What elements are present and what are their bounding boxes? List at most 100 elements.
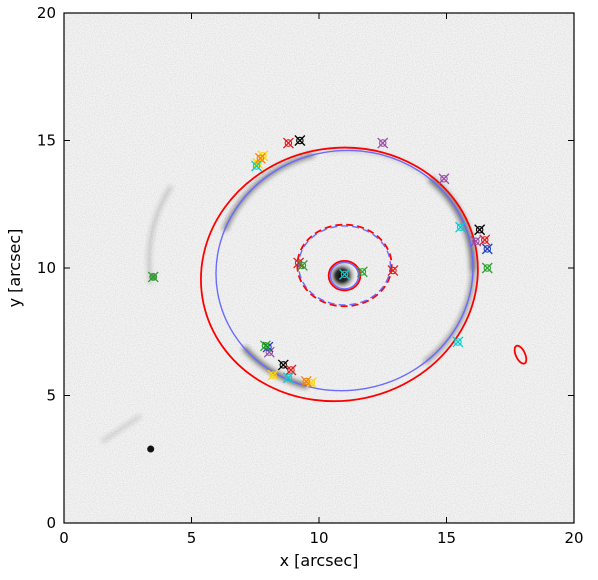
y-tick-label: 20 — [37, 4, 56, 22]
marker-circle — [483, 264, 492, 272]
marker-cross — [259, 340, 271, 352]
image-marker — [377, 137, 389, 149]
caustic-curve — [297, 225, 392, 306]
y-tick-label: 10 — [37, 259, 56, 277]
image-marker — [479, 234, 491, 246]
y-tick-label: 5 — [46, 387, 56, 405]
marker-cross — [481, 243, 493, 255]
x-tick-label: 20 — [564, 529, 583, 547]
image-marker — [300, 376, 312, 387]
marker-cross — [356, 266, 368, 278]
y-axis-ticks: 0 5 10 15 20 — [37, 4, 574, 532]
marker-cross — [452, 336, 464, 348]
marker-cross — [282, 137, 294, 149]
marker-cross — [147, 271, 159, 283]
marker-cross — [377, 137, 389, 149]
field-object — [147, 445, 155, 453]
image-marker — [455, 221, 466, 233]
marker-cross — [438, 173, 450, 185]
plot-area — [64, 13, 574, 523]
marker-cross — [479, 234, 491, 246]
x-tick-label: 0 — [59, 529, 69, 547]
marker-circle — [480, 236, 489, 244]
streak — [101, 415, 142, 443]
marker-circle — [261, 342, 270, 350]
critical-curve — [327, 259, 362, 292]
critical-curve — [215, 149, 474, 392]
image-marker — [481, 243, 493, 255]
image-marker — [452, 336, 464, 348]
marker-circle — [269, 371, 277, 379]
image-noise — [64, 13, 574, 523]
image-marker — [339, 268, 350, 280]
marker-circle — [389, 266, 397, 275]
y-tick-label: 0 — [46, 514, 56, 532]
marker-cross — [254, 152, 266, 164]
image-marker — [277, 359, 289, 371]
critical-curve — [200, 146, 479, 403]
marker-cross — [282, 372, 294, 384]
marker-circle — [284, 139, 293, 147]
image-marker — [254, 152, 266, 164]
marker-circle — [378, 139, 387, 147]
image-marker — [470, 235, 482, 247]
image-marker — [147, 271, 159, 283]
outer-arc — [147, 185, 173, 284]
image-marker — [259, 340, 271, 352]
marker-circle — [296, 136, 304, 145]
marker-cross — [455, 221, 466, 233]
image-marker — [356, 266, 368, 278]
x-tick-label: 15 — [437, 529, 456, 547]
image-marker — [296, 259, 308, 271]
marker-cross — [470, 235, 482, 247]
marker-circle — [440, 175, 448, 183]
image-marker — [282, 137, 294, 149]
marker-circle — [475, 226, 484, 234]
marker-circle — [302, 377, 310, 386]
y-axis-label: y [arcsec] — [5, 229, 24, 308]
image-marker — [282, 372, 294, 384]
marker-cross — [481, 262, 493, 274]
image-marker — [387, 265, 399, 277]
marker-circle — [454, 338, 462, 346]
marker-circle — [358, 268, 367, 276]
image-marker — [481, 262, 493, 274]
marker-circle — [149, 273, 158, 281]
x-tick-label: 5 — [187, 529, 197, 547]
marker-cross — [285, 364, 297, 376]
x-axis-label: x [arcsec] — [280, 551, 359, 570]
marker-circle — [483, 245, 492, 253]
image-marker — [285, 364, 297, 376]
marker-cross — [296, 259, 308, 271]
marker-cross — [474, 224, 486, 236]
image-marker — [267, 369, 279, 381]
x-axis-ticks: 0 5 10 15 20 — [59, 13, 584, 547]
critical-curve — [513, 344, 528, 365]
marker-cross — [294, 135, 306, 146]
marker-circle — [284, 373, 293, 382]
image-marker — [251, 160, 262, 172]
marker-cross — [305, 377, 317, 389]
marker-circle — [294, 259, 303, 267]
image-marker — [474, 224, 486, 236]
y-tick-label: 15 — [37, 132, 56, 150]
marker-circle — [298, 261, 307, 270]
image-markers — [147, 135, 493, 389]
x-tick-label: 10 — [309, 529, 328, 547]
marker-circle — [287, 366, 295, 374]
marker-circle — [340, 270, 349, 279]
marker-cross — [251, 160, 262, 172]
marker-cross — [293, 257, 305, 269]
marker-cross — [277, 359, 289, 371]
marker-cross — [267, 369, 279, 381]
marker-cross — [339, 268, 350, 280]
marker-cross — [387, 265, 399, 277]
marker-cross — [263, 346, 275, 358]
image-marker — [438, 173, 450, 185]
marker-circle — [256, 154, 265, 163]
image-marker — [294, 135, 306, 146]
marker-circle — [472, 237, 480, 245]
marker-circle — [456, 223, 465, 231]
